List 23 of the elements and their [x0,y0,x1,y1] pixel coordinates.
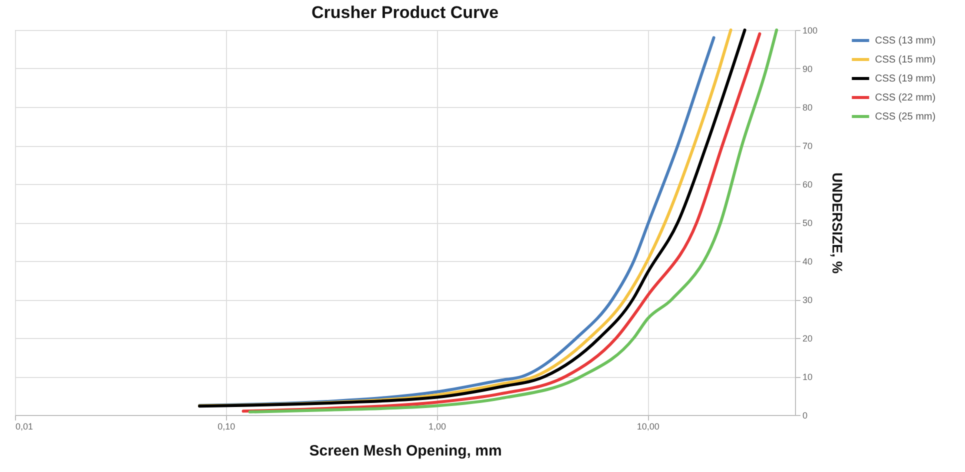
y-axis-title: UNDERSIZE, % [830,172,846,274]
y-tick-label: 70 [802,141,813,151]
legend-label: CSS (15 mm) [875,54,936,66]
y-tick-label: 0 [802,410,808,420]
y-tick-label: 90 [802,64,813,74]
x-tick-label: 10,00 [636,422,660,432]
x-axis-title: Screen Mesh Opening, mm [309,442,502,460]
legend-label: CSS (22 mm) [875,92,936,104]
legend-label: CSS (13 mm) [875,36,936,46]
x-tick-label: 0,01 [16,422,34,432]
y-tick-label: 30 [802,295,813,305]
legend-label: CSS (25 mm) [875,112,936,122]
y-tick-label: 60 [802,180,813,190]
x-tick-label: 0,10 [218,422,236,432]
y-tick-label: 40 [802,256,813,266]
y-tick-label: 50 [802,218,813,228]
y-tick-label: 100 [802,26,818,36]
x-tick-label: 1,00 [428,422,446,432]
y-tick-label: 20 [802,334,813,344]
legend-label: CSS (19 mm) [875,74,936,84]
chart-title: Crusher Product Curve [311,3,499,22]
y-tick-label: 80 [802,102,813,112]
y-tick-label: 10 [802,372,813,382]
